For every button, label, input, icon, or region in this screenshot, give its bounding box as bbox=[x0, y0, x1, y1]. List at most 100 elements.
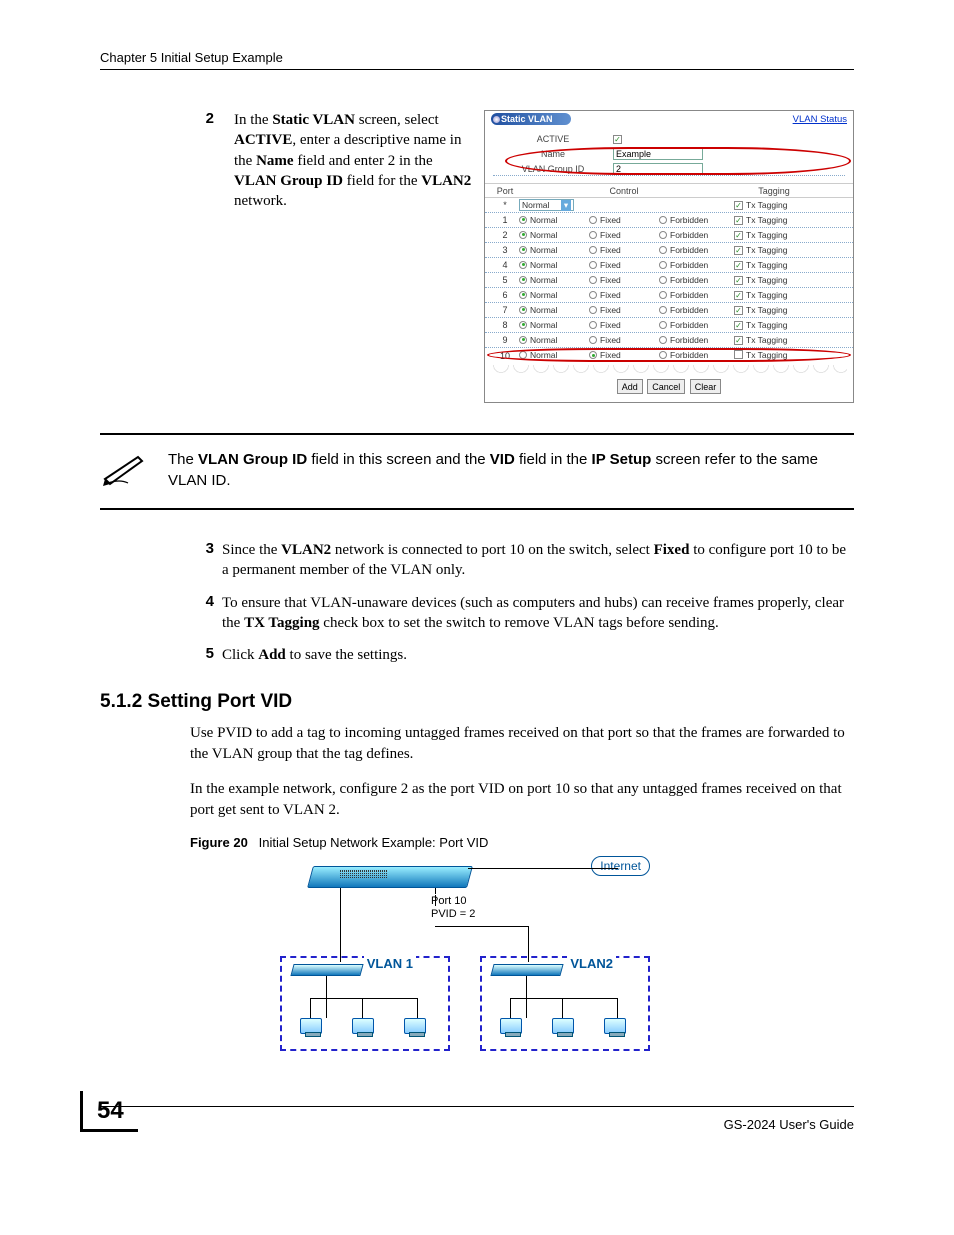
forbidden-radio[interactable]: Forbidden bbox=[659, 290, 708, 300]
forbidden-radio[interactable]: Forbidden bbox=[659, 230, 708, 240]
forbidden-radio[interactable]: Forbidden bbox=[659, 335, 708, 345]
txtag-checkbox[interactable]: ✓ bbox=[734, 261, 743, 270]
step-number: 5 bbox=[190, 645, 214, 662]
forbidden-radio[interactable]: Forbidden bbox=[659, 245, 708, 255]
fixed-radio[interactable]: Fixed bbox=[589, 275, 621, 285]
vlan-top-fields: ACTIVE ✓ Name VLAN Group ID bbox=[485, 127, 853, 183]
txtag-checkbox[interactable]: ✓ bbox=[734, 276, 743, 285]
clear-button[interactable]: Clear bbox=[690, 379, 722, 394]
vlan1-label: VLAN 1 bbox=[364, 956, 416, 971]
table-row: 2 Normal Fixed Forbidden ✓Tx Tagging bbox=[485, 228, 853, 243]
table-row: 5 Normal Fixed Forbidden ✓Tx Tagging bbox=[485, 273, 853, 288]
step-5-text: Click Add to save the settings. bbox=[222, 645, 854, 665]
txtag-checkbox[interactable]: ✓ bbox=[734, 321, 743, 330]
mini-switch-icon bbox=[290, 964, 363, 976]
txtag-checkbox[interactable]: ✓ bbox=[734, 246, 743, 255]
txtag-checkbox[interactable]: ✓ bbox=[734, 336, 743, 345]
network-diagram: Internet Port 10 PVID = 2 VLAN 1 VLAN2 bbox=[280, 856, 680, 1056]
normal-radio[interactable]: Normal bbox=[519, 275, 557, 285]
normal-radio[interactable]: Normal bbox=[519, 215, 557, 225]
forbidden-radio[interactable]: Forbidden bbox=[659, 275, 708, 285]
switch-ports bbox=[340, 870, 430, 880]
button-row: Add Cancel Clear bbox=[485, 379, 853, 394]
fixed-radio[interactable]: Fixed bbox=[589, 335, 621, 345]
fixed-radio[interactable]: Fixed bbox=[589, 305, 621, 315]
table-row-star: * Normal▾ ✓Tx Tagging bbox=[485, 198, 853, 213]
step-3: 3 Since the VLAN2 network is connected t… bbox=[190, 540, 854, 581]
cancel-button[interactable]: Cancel bbox=[647, 379, 685, 394]
name-label: Name bbox=[493, 149, 613, 159]
table-row: 8 Normal Fixed Forbidden ✓Tx Tagging bbox=[485, 318, 853, 333]
internet-cloud: Internet bbox=[591, 856, 650, 876]
step-2-text: In the Static VLAN screen, select ACTIVE… bbox=[234, 110, 472, 211]
section-para-2: In the example network, configure 2 as t… bbox=[190, 779, 854, 821]
txtag-checkbox[interactable]: ✓ bbox=[734, 216, 743, 225]
normal-select[interactable]: Normal▾ bbox=[519, 199, 574, 211]
page-number: 54 bbox=[97, 1097, 124, 1124]
vlan1-group: VLAN 1 bbox=[280, 956, 450, 1051]
fixed-radio[interactable]: Fixed bbox=[589, 245, 621, 255]
table-row: 6 Normal Fixed Forbidden ✓Tx Tagging bbox=[485, 288, 853, 303]
normal-radio[interactable]: Normal bbox=[519, 320, 557, 330]
static-vlan-screenshot: Static VLAN VLAN Status ACTIVE ✓ Name VL… bbox=[484, 110, 854, 403]
port-table: * Normal▾ ✓Tx Tagging 1 Normal Fixed For… bbox=[485, 198, 853, 363]
port10-label: Port 10 PVID = 2 bbox=[430, 894, 476, 921]
vlan2-label: VLAN2 bbox=[567, 956, 616, 971]
txtag-checkbox[interactable]: ✓ bbox=[734, 291, 743, 300]
gid-label: VLAN Group ID bbox=[493, 164, 613, 174]
normal-radio[interactable]: Normal bbox=[519, 260, 557, 270]
line-left-down bbox=[340, 888, 341, 962]
mini-switch-icon bbox=[490, 964, 563, 976]
step-4-text: To ensure that VLAN-unaware devices (suc… bbox=[222, 593, 854, 634]
pc-icon bbox=[552, 1018, 574, 1034]
active-checkbox[interactable]: ✓ bbox=[613, 135, 622, 144]
txtag-checkbox[interactable]: ✓ bbox=[734, 201, 743, 210]
fixed-radio[interactable]: Fixed bbox=[589, 350, 621, 360]
section-heading: 5.1.2 Setting Port VID bbox=[100, 691, 854, 713]
pc-icon bbox=[404, 1018, 426, 1034]
pc-icon bbox=[604, 1018, 626, 1034]
step-4: 4 To ensure that VLAN-unaware devices (s… bbox=[190, 593, 854, 634]
table-row: 7 Normal Fixed Forbidden ✓Tx Tagging bbox=[485, 303, 853, 318]
pc-icon bbox=[352, 1018, 374, 1034]
normal-radio[interactable]: Normal bbox=[519, 305, 557, 315]
line-sw-internet bbox=[468, 868, 618, 869]
step-3-text: Since the VLAN2 network is connected to … bbox=[222, 540, 854, 581]
txtag-checkbox[interactable]: ✓ bbox=[734, 306, 743, 315]
vlan-status-link[interactable]: VLAN Status bbox=[793, 114, 847, 125]
active-label: ACTIVE bbox=[493, 134, 613, 144]
note-box: The VLAN Group ID field in this screen a… bbox=[100, 433, 854, 510]
fixed-radio[interactable]: Fixed bbox=[589, 320, 621, 330]
normal-radio[interactable]: Normal bbox=[519, 245, 557, 255]
section-para-1: Use PVID to add a tag to incoming untagg… bbox=[190, 723, 854, 765]
fixed-radio[interactable]: Fixed bbox=[589, 290, 621, 300]
txtag-checkbox[interactable] bbox=[734, 350, 743, 359]
table-row: 3 Normal Fixed Forbidden ✓Tx Tagging bbox=[485, 243, 853, 258]
normal-radio[interactable]: Normal bbox=[519, 350, 557, 360]
note-text: The VLAN Group ID field in this screen a… bbox=[168, 449, 854, 491]
normal-radio[interactable]: Normal bbox=[519, 335, 557, 345]
forbidden-radio[interactable]: Forbidden bbox=[659, 305, 708, 315]
forbidden-radio[interactable]: Forbidden bbox=[659, 350, 708, 360]
forbidden-radio[interactable]: Forbidden bbox=[659, 320, 708, 330]
table-row: 9 Normal Fixed Forbidden ✓Tx Tagging bbox=[485, 333, 853, 348]
line-right-across bbox=[435, 926, 529, 927]
step-number: 2 bbox=[190, 110, 214, 127]
gid-input[interactable] bbox=[613, 163, 703, 175]
fixed-radio[interactable]: Fixed bbox=[589, 215, 621, 225]
forbidden-radio[interactable]: Forbidden bbox=[659, 215, 708, 225]
table-row: 4 Normal Fixed Forbidden ✓Tx Tagging bbox=[485, 258, 853, 273]
add-button[interactable]: Add bbox=[617, 379, 643, 394]
txtag-checkbox[interactable]: ✓ bbox=[734, 231, 743, 240]
normal-radio[interactable]: Normal bbox=[519, 230, 557, 240]
fixed-radio[interactable]: Fixed bbox=[589, 260, 621, 270]
page-number-box: 54 bbox=[80, 1091, 138, 1132]
vlan2-group: VLAN2 bbox=[480, 956, 650, 1051]
forbidden-radio[interactable]: Forbidden bbox=[659, 260, 708, 270]
name-input[interactable] bbox=[613, 148, 703, 160]
fixed-radio[interactable]: Fixed bbox=[589, 230, 621, 240]
pc-icon bbox=[300, 1018, 322, 1034]
page-header: Chapter 5 Initial Setup Example bbox=[100, 50, 854, 70]
normal-radio[interactable]: Normal bbox=[519, 290, 557, 300]
guide-name: GS-2024 User's Guide bbox=[724, 1117, 854, 1132]
